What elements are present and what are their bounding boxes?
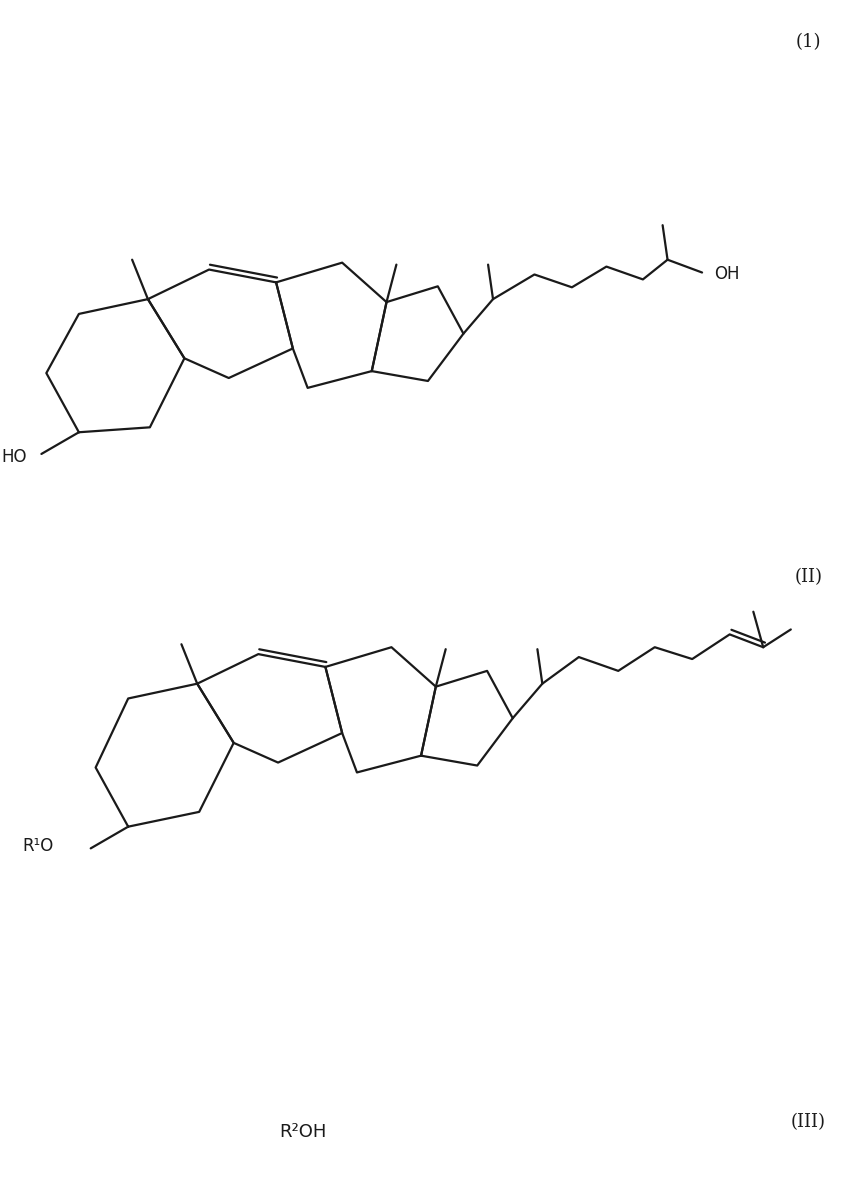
Text: R¹O: R¹O — [22, 838, 53, 855]
Text: (1): (1) — [795, 33, 822, 51]
Text: (II): (II) — [795, 568, 823, 587]
Text: OH: OH — [714, 265, 739, 284]
Text: R²OH: R²OH — [279, 1124, 326, 1142]
Text: HO: HO — [1, 448, 26, 466]
Text: (III): (III) — [791, 1113, 826, 1131]
